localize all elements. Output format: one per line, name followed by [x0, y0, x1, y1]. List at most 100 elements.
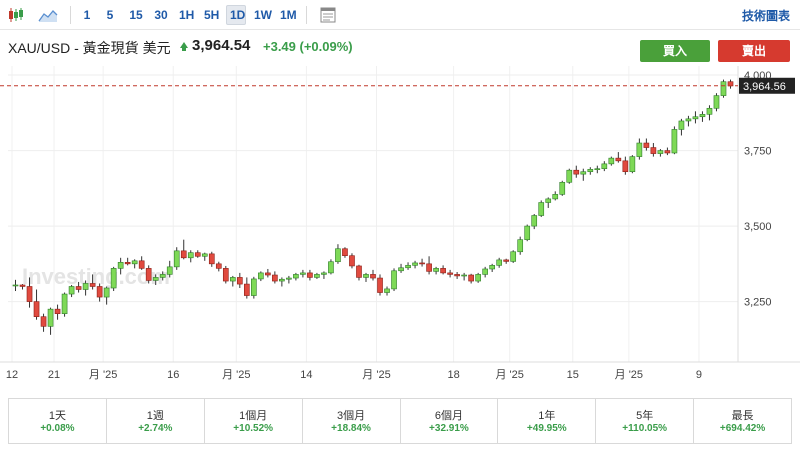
timeframe-5h[interactable]: 5H — [204, 8, 220, 22]
candle-body — [461, 274, 467, 277]
candle-body — [370, 274, 376, 279]
price-chart[interactable]: 4,0003,7503,5003,250Investing.com3,964.5… — [0, 66, 800, 386]
y-tick-label: 3,250 — [744, 297, 772, 309]
candle-body — [391, 270, 397, 290]
y-tick-label: 3,750 — [744, 146, 772, 158]
candle-body — [657, 150, 664, 154]
technical-chart-link[interactable]: 技術圖表 — [741, 9, 790, 23]
candle-body — [531, 215, 538, 227]
candle-body — [573, 169, 580, 175]
candle-body — [131, 260, 138, 265]
candle-body — [405, 265, 411, 269]
timeframe-30[interactable]: 30 — [154, 8, 168, 22]
candle-body — [426, 263, 432, 272]
x-tick-label: 月 '25 — [89, 369, 117, 381]
candle-body — [622, 160, 629, 173]
candle-body — [19, 284, 26, 287]
timeframe-1[interactable]: 1 — [83, 8, 91, 22]
timeframe-1d[interactable]: 1D — [226, 5, 246, 25]
perf-value: +32.91% — [429, 423, 469, 434]
candle-body — [68, 286, 75, 295]
perf-label: 1天 — [48, 410, 66, 422]
candle-body — [356, 265, 362, 278]
candle-body — [419, 262, 425, 265]
timeframe-1h[interactable]: 1H — [179, 8, 195, 22]
candle-body — [517, 239, 524, 253]
toolbar-divider — [306, 6, 307, 24]
candle-body — [412, 262, 418, 266]
candle-body — [713, 95, 720, 109]
timeframe-1w[interactable]: 1W — [254, 8, 272, 22]
candle-body — [545, 198, 552, 203]
candle-body — [61, 293, 68, 314]
perf-label: 1個月 — [239, 410, 268, 422]
candle-body — [138, 260, 145, 269]
template-icon[interactable] — [318, 5, 338, 25]
candlestick-icon[interactable] — [6, 5, 26, 25]
perf-cell-3m[interactable]: 3個月 +18.84% — [303, 399, 401, 443]
candle-body — [587, 168, 594, 173]
candle-body — [671, 129, 678, 154]
candle-body — [258, 272, 264, 280]
x-tick-label: 月 '25 — [222, 369, 250, 381]
x-tick-label: 月 '25 — [615, 369, 643, 381]
candle-body — [601, 163, 608, 169]
perf-label: 1年 — [538, 410, 556, 422]
candle-body — [244, 283, 250, 296]
candle-body — [468, 274, 474, 282]
watermark: Investing.com — [22, 264, 170, 289]
up-arrow-stem — [182, 47, 186, 51]
sell-button[interactable]: 賣出 — [718, 40, 790, 62]
x-tick-label: 18 — [447, 369, 459, 381]
perf-cell-1w[interactable]: 1週 +2.74% — [107, 399, 205, 443]
candle-body — [314, 274, 320, 278]
x-tick-label: 月 '25 — [495, 369, 523, 381]
candle-body — [321, 272, 327, 275]
perf-cell-5y[interactable]: 5年 +110.05% — [596, 399, 695, 443]
candle-body — [201, 253, 208, 257]
candle-body — [559, 181, 566, 195]
candle-body — [538, 202, 545, 216]
perf-value: +10.52% — [233, 423, 274, 434]
candle-body — [180, 250, 187, 259]
candle-body — [496, 259, 502, 266]
buy-button[interactable]: 買入 — [640, 40, 710, 62]
perf-cell-1d[interactable]: 1天 +0.08% — [9, 399, 107, 443]
current-price-label: 3,964.56 — [743, 81, 786, 93]
x-tick-label: 月 '25 — [362, 369, 390, 381]
candle-body — [124, 262, 131, 265]
candle-body — [82, 283, 89, 290]
timeframe-1m[interactable]: 1M — [280, 8, 297, 22]
candle-body — [236, 277, 243, 285]
candle-body — [664, 150, 671, 154]
candle-body — [159, 274, 166, 278]
candle-body — [12, 284, 19, 287]
candle-body — [152, 277, 159, 281]
perf-cell-1y[interactable]: 1年 +49.95% — [498, 399, 597, 443]
candle-body — [566, 169, 573, 183]
timeframe-5[interactable]: 5 — [106, 8, 114, 22]
x-tick-label: 16 — [167, 369, 179, 381]
candle-body — [117, 262, 124, 269]
perf-cell-max[interactable]: 最長 +694.42% — [694, 399, 791, 443]
candle-body — [26, 286, 33, 302]
candle-body — [608, 157, 615, 165]
candle-body — [349, 255, 355, 267]
candle-body — [103, 287, 110, 298]
perf-cell-6m[interactable]: 6個月 +32.91% — [401, 399, 499, 443]
x-tick-label: 12 — [6, 369, 18, 381]
candle-body — [454, 274, 460, 277]
area-chart-icon[interactable] — [38, 5, 58, 25]
timeframe-15[interactable]: 15 — [129, 8, 143, 22]
candle-body — [293, 274, 299, 279]
candle-body — [328, 261, 334, 274]
candle-body — [377, 277, 383, 293]
last-price: 3,964.54 — [192, 37, 251, 54]
candle-body — [636, 142, 643, 157]
candle-body — [279, 278, 285, 282]
candle-body — [685, 118, 692, 122]
instrument-title: XAU/USD - 黃金現貨 美元 — [8, 40, 171, 56]
perf-value: +694.42% — [719, 423, 766, 434]
perf-cell-1m[interactable]: 1個月 +10.52% — [205, 399, 303, 443]
performance-bar: 1天 +0.08% 1週 +2.74% 1個月 +10.52% 3個月 +18.… — [8, 398, 792, 444]
